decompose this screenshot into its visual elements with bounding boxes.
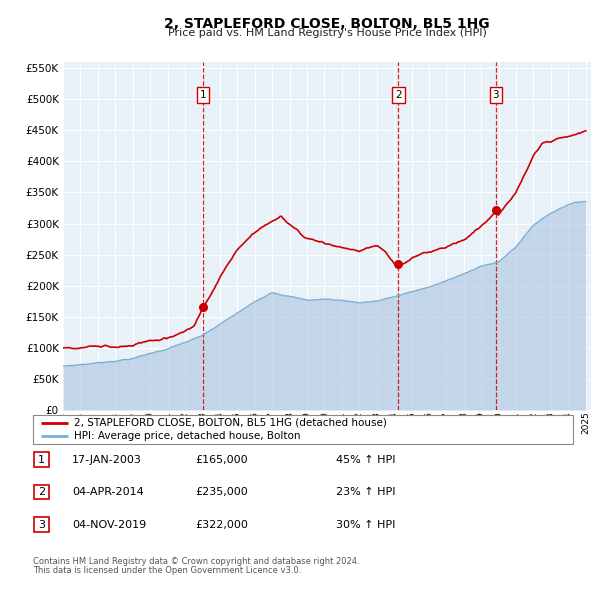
Text: HPI: Average price, detached house, Bolton: HPI: Average price, detached house, Bolt… xyxy=(74,431,300,441)
Text: 30% ↑ HPI: 30% ↑ HPI xyxy=(336,520,395,529)
Text: 2, STAPLEFORD CLOSE, BOLTON, BL5 1HG: 2, STAPLEFORD CLOSE, BOLTON, BL5 1HG xyxy=(164,17,490,31)
Text: 04-APR-2014: 04-APR-2014 xyxy=(72,487,144,497)
Text: £235,000: £235,000 xyxy=(196,487,248,497)
Text: 1: 1 xyxy=(200,90,206,100)
Text: £165,000: £165,000 xyxy=(196,455,248,464)
Text: £322,000: £322,000 xyxy=(196,520,248,529)
Text: 2, STAPLEFORD CLOSE, BOLTON, BL5 1HG (detached house): 2, STAPLEFORD CLOSE, BOLTON, BL5 1HG (de… xyxy=(74,418,386,428)
Text: 45% ↑ HPI: 45% ↑ HPI xyxy=(336,455,395,464)
Text: Price paid vs. HM Land Registry's House Price Index (HPI): Price paid vs. HM Land Registry's House … xyxy=(167,28,487,38)
Text: This data is licensed under the Open Government Licence v3.0.: This data is licensed under the Open Gov… xyxy=(33,566,301,575)
Text: 17-JAN-2003: 17-JAN-2003 xyxy=(72,455,142,464)
Text: 2: 2 xyxy=(395,90,402,100)
Text: 2: 2 xyxy=(38,487,45,497)
Text: 3: 3 xyxy=(493,90,499,100)
Text: Contains HM Land Registry data © Crown copyright and database right 2024.: Contains HM Land Registry data © Crown c… xyxy=(33,558,359,566)
Text: 04-NOV-2019: 04-NOV-2019 xyxy=(72,520,146,529)
Text: 1: 1 xyxy=(38,455,45,464)
Text: 3: 3 xyxy=(38,520,45,529)
Text: 23% ↑ HPI: 23% ↑ HPI xyxy=(336,487,395,497)
